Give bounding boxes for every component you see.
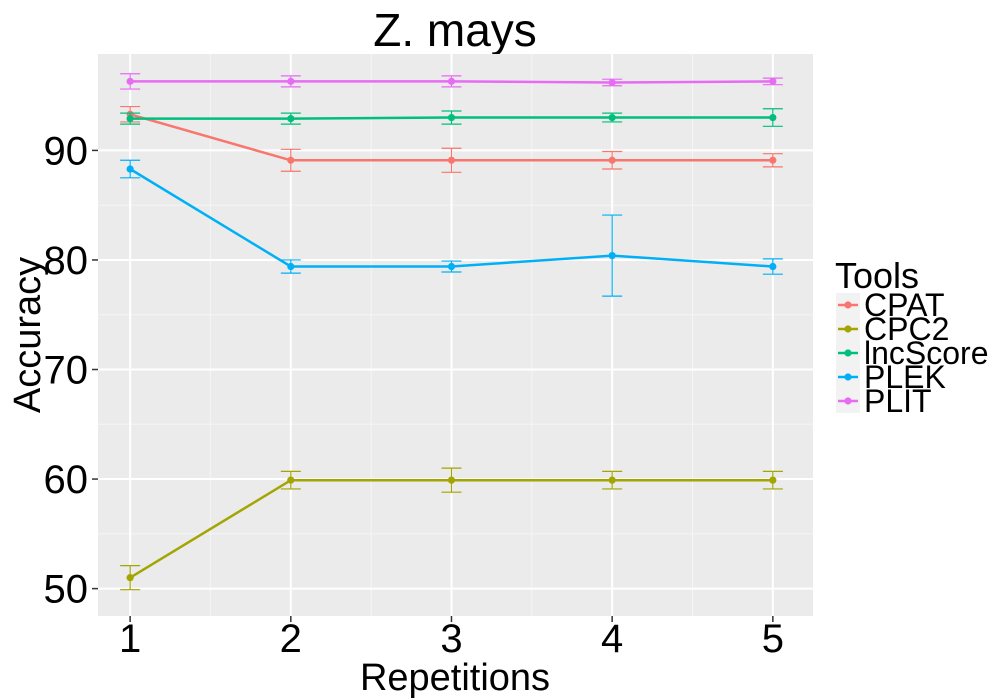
series-cpc2 xyxy=(120,467,783,591)
data-point-lncscore xyxy=(287,115,295,123)
data-point-plek xyxy=(608,251,616,260)
legend-key-point xyxy=(844,349,852,357)
chart-title: Z. mays xyxy=(373,4,537,56)
data-point-cpc2 xyxy=(287,476,295,484)
series-layer xyxy=(120,73,783,591)
data-point-cpat xyxy=(769,156,777,164)
x-tick-label: 1 xyxy=(119,617,141,661)
data-point-plek xyxy=(126,165,134,173)
x-tick-label: 3 xyxy=(440,617,462,661)
data-point-lncscore xyxy=(126,115,134,123)
y-tick-label: 50 xyxy=(44,568,89,612)
x-tick-label: 5 xyxy=(762,617,784,661)
legend-label-lncscore: lncScore xyxy=(864,335,989,371)
series-lncscore xyxy=(120,108,783,127)
y-tick-label: 70 xyxy=(44,349,89,393)
data-point-plek xyxy=(447,262,456,271)
x-tick-label: 4 xyxy=(601,617,623,661)
data-point-plit xyxy=(769,77,777,85)
y-tick-label: 80 xyxy=(44,239,89,283)
data-point-lncscore xyxy=(447,113,456,122)
y-axis-label: Accuracy xyxy=(7,257,49,413)
legend-title: Tools xyxy=(835,255,919,296)
legend-label-cpat: CPAT xyxy=(864,287,945,323)
legend-item-cpc2: CPC2 xyxy=(836,311,949,347)
legend-item-plit: PLIT xyxy=(836,383,932,419)
x-tick-label: 2 xyxy=(280,617,302,661)
data-point-lncscore xyxy=(608,113,616,122)
grid-minor xyxy=(98,54,813,616)
data-point-cpat xyxy=(447,156,456,164)
data-point-plek xyxy=(769,262,777,271)
data-point-lncscore xyxy=(769,113,777,122)
legend-label-cpc2: CPC2 xyxy=(864,311,949,347)
x-axis: 1 2 3 4 5 xyxy=(119,616,784,661)
data-point-cpat xyxy=(287,156,295,164)
data-point-cpc2 xyxy=(447,476,456,484)
series-plit xyxy=(120,73,783,90)
legend-label-plek: PLEK xyxy=(864,359,946,395)
series-plek xyxy=(120,159,783,297)
data-point-plek xyxy=(287,262,295,271)
y-tick-label: 60 xyxy=(44,458,89,502)
data-point-plit xyxy=(287,77,295,85)
data-point-cpc2 xyxy=(769,476,777,484)
legend-key-point xyxy=(844,301,852,309)
legend-item-cpat: CPAT xyxy=(836,287,945,323)
data-point-plit xyxy=(608,78,616,87)
legend-key-point xyxy=(844,397,852,405)
x-axis-label: Repetitions xyxy=(360,657,550,699)
data-point-cpat xyxy=(608,156,616,164)
y-axis: 50 60 70 80 90 xyxy=(44,129,98,612)
legend-key-point xyxy=(844,325,852,333)
legend-item-lncscore: lncScore xyxy=(836,335,989,371)
legend-key-point xyxy=(844,373,852,381)
data-point-plit xyxy=(126,77,134,85)
legend-item-plek: PLEK xyxy=(836,359,946,395)
data-point-cpc2 xyxy=(126,574,134,582)
y-tick-label: 90 xyxy=(44,129,89,173)
data-point-cpc2 xyxy=(608,476,616,484)
legend-label-plit: PLIT xyxy=(864,383,932,419)
data-point-plit xyxy=(447,77,456,85)
